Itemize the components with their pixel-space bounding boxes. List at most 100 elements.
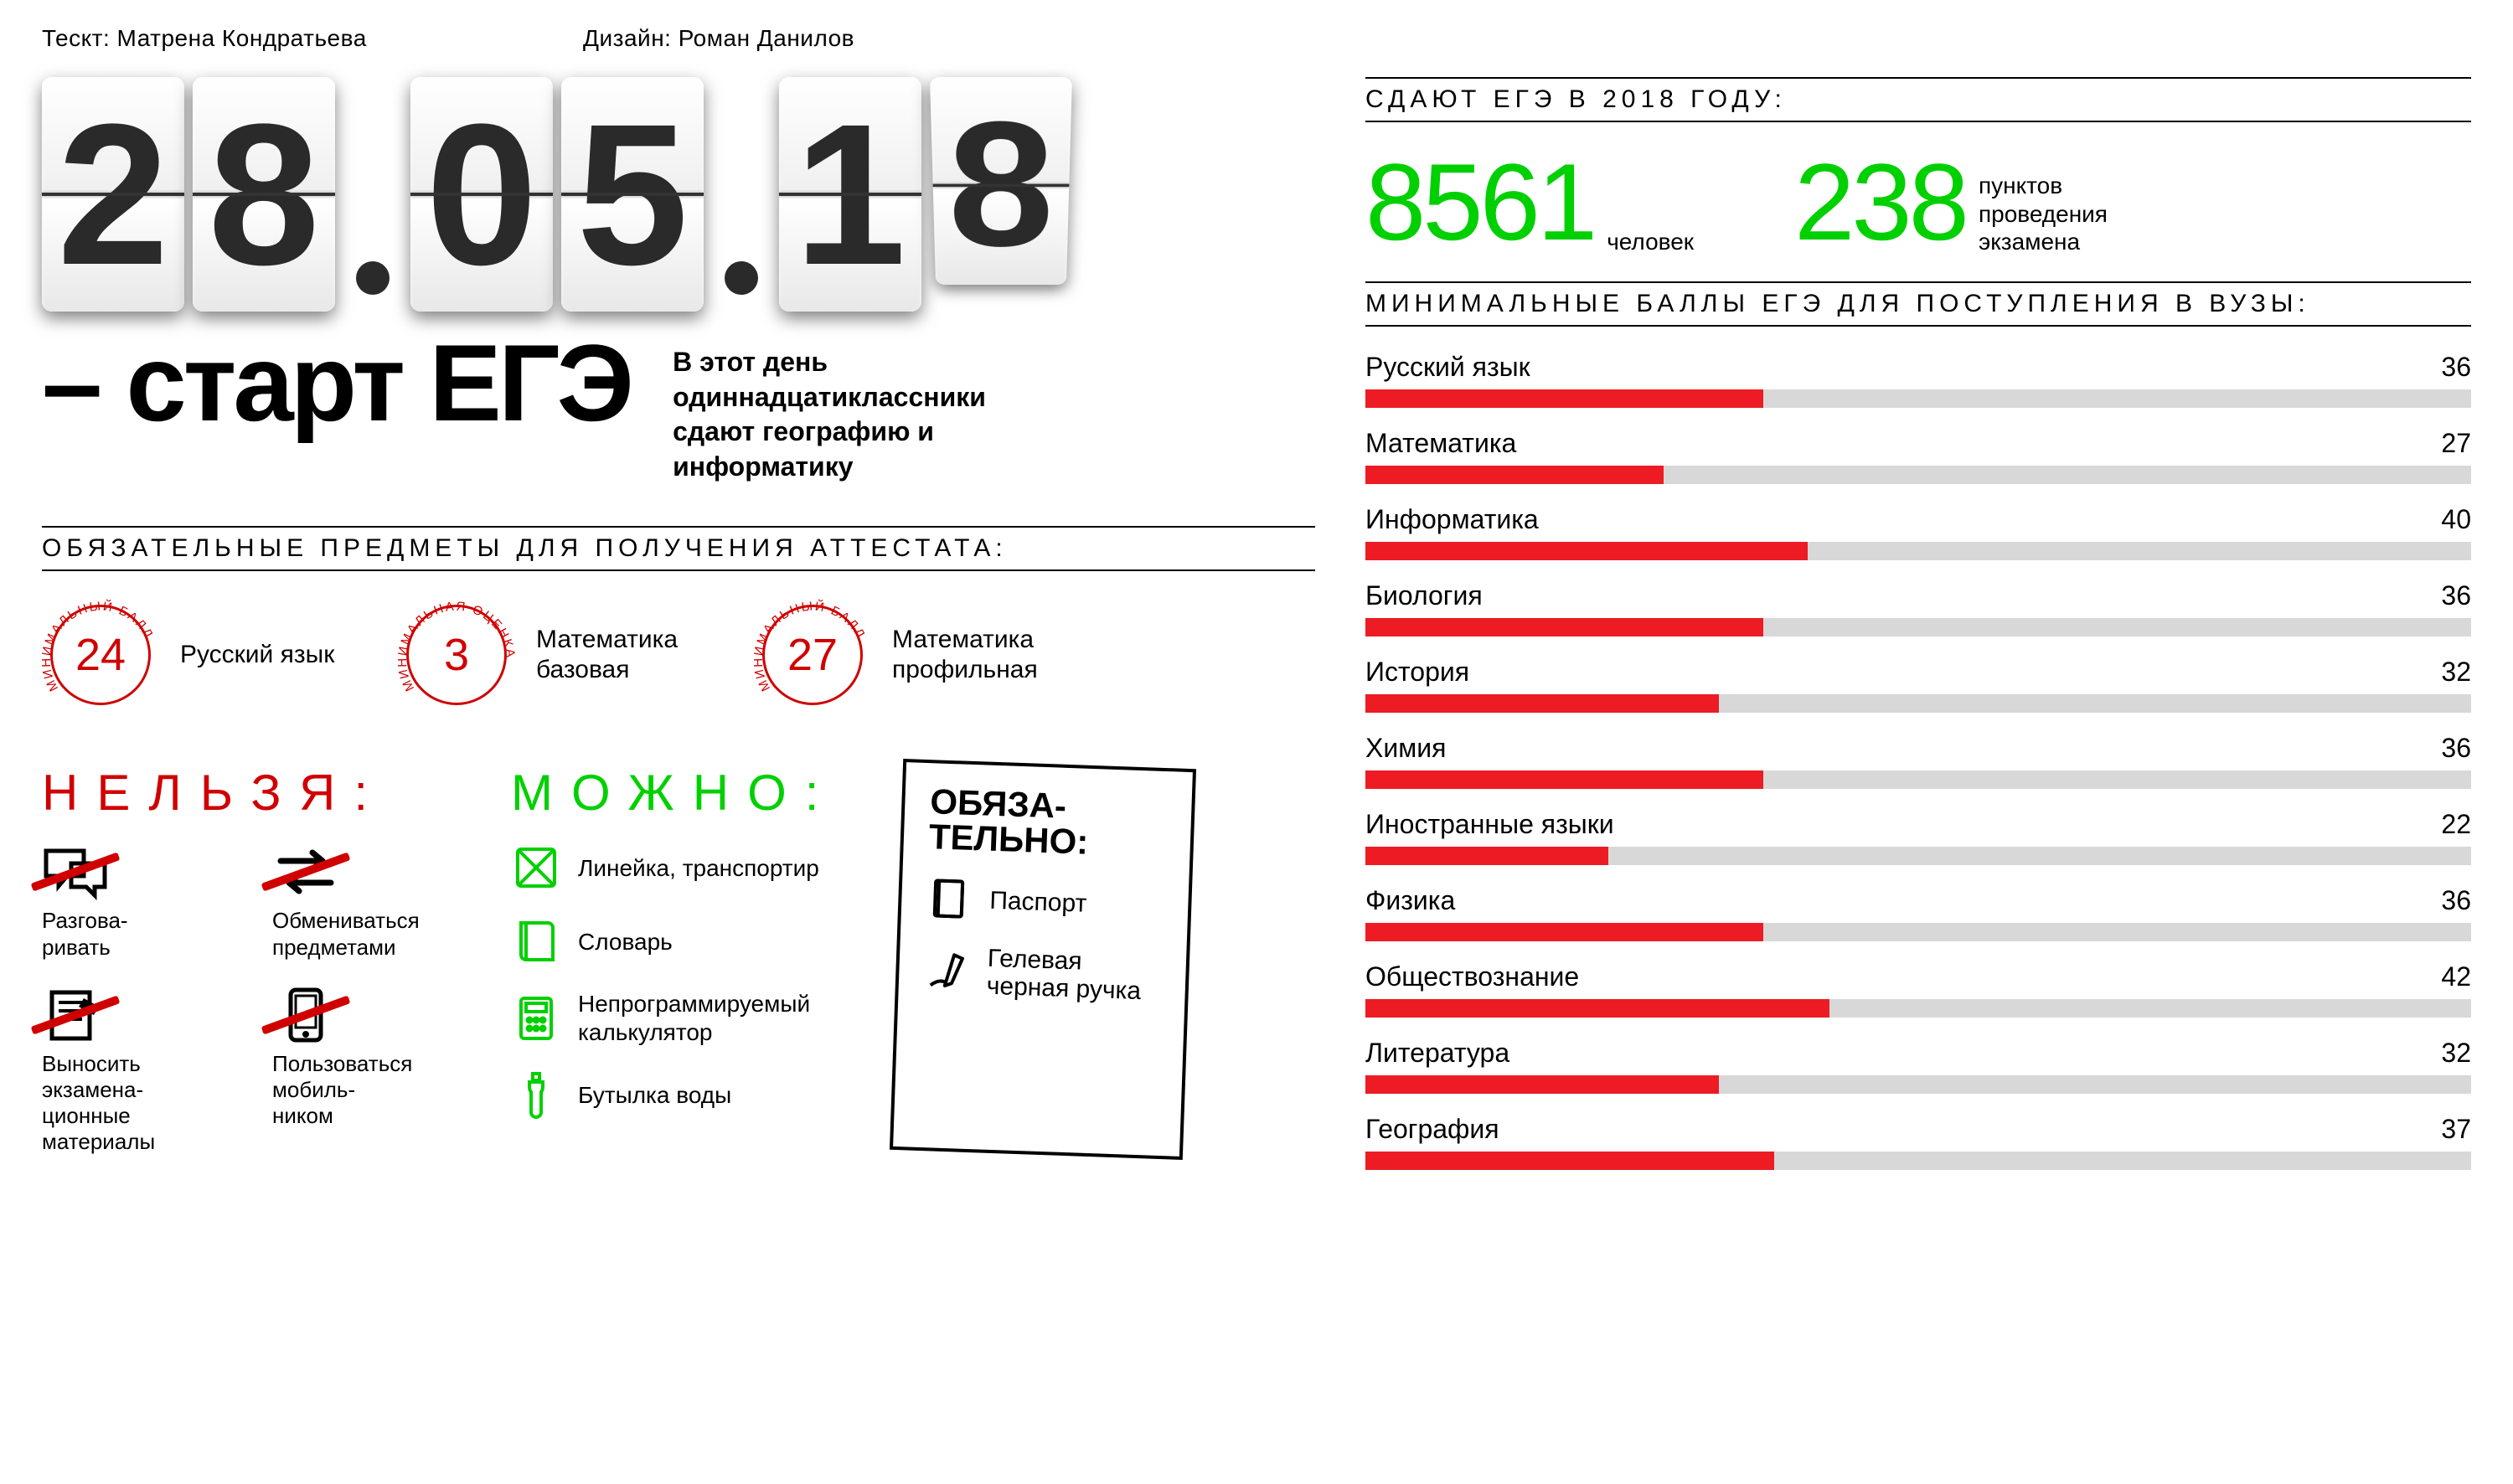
allowed-item: Бутылка воды <box>511 1070 863 1121</box>
score-value: 36 <box>2441 580 2471 611</box>
score-label: Биология <box>1365 580 1483 611</box>
score-bar-track <box>1365 1075 2471 1094</box>
forbidden-item: Обмениваться предметами <box>272 842 473 960</box>
score-label: Литература <box>1365 1038 1509 1069</box>
talk-icon <box>42 842 109 901</box>
score-value: 37 <box>2441 1114 2471 1145</box>
allowed-list: Линейка, транспортир Словарь Непрограмми… <box>511 842 863 1120</box>
stats-header: СДАЮТ ЕГЭ В 2018 ГОДУ: <box>1365 77 2471 122</box>
score-row: Информатика 40 <box>1365 504 2471 560</box>
score-bar-track <box>1365 389 2471 408</box>
mandatory-value: 27 <box>762 605 863 705</box>
forbidden-grid: Разгова-ривать Обмениваться предметами В… <box>42 842 477 1155</box>
stats-row: 8561 человек 238 пунктовпроведенияэкзаме… <box>1365 147 2471 256</box>
score-label: История <box>1365 657 1469 688</box>
mandatory-item: МИНИМАЛЬНЫЙ БАЛЛ 24 Русский язык <box>42 596 348 714</box>
flip-digit: 8 <box>930 77 1072 285</box>
allowed-label: Непрограммируемый калькулятор <box>578 990 863 1046</box>
score-row: Физика 36 <box>1365 885 2471 941</box>
credit-design: Дизайн: Роман Данилов <box>583 25 854 51</box>
bottle-icon <box>511 1070 561 1121</box>
score-label: Русский язык <box>1365 352 1530 383</box>
score-bar-fill <box>1365 999 1829 1018</box>
forbidden-item: Пользоваться мобиль-ником <box>272 986 473 1156</box>
pen-icon <box>924 947 972 995</box>
score-row: Математика 27 <box>1365 428 2471 484</box>
forbidden-item: Разгова-ривать <box>42 842 243 960</box>
forbidden-label: Разгова-ривать <box>42 908 243 960</box>
required-item: Гелевая черная ручка <box>923 942 1161 1006</box>
score-value: 32 <box>2441 657 2471 688</box>
score-label: Информатика <box>1365 504 1539 535</box>
score-row: Биология 36 <box>1365 580 2471 636</box>
score-bar-track <box>1365 770 2471 789</box>
score-bar-fill <box>1365 923 1763 941</box>
mandatory-item: МИНИМАЛЬНАЯ ОЦЕНКА 3 Математика базовая <box>398 596 704 714</box>
mandatory-label: Математика базовая <box>536 625 704 685</box>
score-value: 22 <box>2441 809 2471 840</box>
flip-digit: 1 <box>779 77 921 312</box>
page-subtitle: В этот день одиннадцатиклассники сдают г… <box>673 328 1050 484</box>
allowed-item: Линейка, транспортир <box>511 842 863 893</box>
book-icon <box>511 916 561 966</box>
score-bar-fill <box>1365 1075 1719 1094</box>
mandatory-value: 3 <box>406 605 507 705</box>
allowed-label: Словарь <box>578 928 673 956</box>
forbidden-label: Выносить экзамена-ционные материалы <box>42 1051 243 1156</box>
score-bar-fill <box>1365 770 1763 789</box>
score-label: Обществознание <box>1365 961 1579 992</box>
allowed-label: Бутылка воды <box>578 1081 731 1110</box>
score-bar-track <box>1365 542 2471 560</box>
flip-dot-icon <box>725 261 758 295</box>
score-bar-fill <box>1365 618 1763 636</box>
stat-points-label: пунктовпроведенияэкзамена <box>1979 172 2108 256</box>
forbidden-title: НЕЛЬЗЯ: <box>42 764 477 822</box>
score-bar-track <box>1365 923 2471 941</box>
required-item: Паспорт <box>926 876 1164 930</box>
score-value: 36 <box>2441 352 2471 383</box>
required-label: Паспорт <box>989 887 1087 918</box>
flip-digit: 8 <box>193 77 335 312</box>
mandatory-label: Русский язык <box>180 640 348 670</box>
passport-icon <box>926 876 974 924</box>
score-row: Химия 36 <box>1365 733 2471 789</box>
ruler-icon <box>511 842 561 893</box>
allowed-title: МОЖНО: <box>511 764 863 822</box>
calc-icon <box>511 993 561 1043</box>
score-value: 27 <box>2441 428 2471 459</box>
score-label: Физика <box>1365 885 1455 916</box>
scores-header: МИНИМАЛЬНЫЕ БАЛЛЫ ЕГЭ ДЛЯ ПОСТУПЛЕНИЯ В … <box>1365 281 2471 327</box>
flip-digit: 0 <box>410 77 553 312</box>
mandatory-item: МИНИМАЛЬНЫЙ БАЛЛ 27 Математика профильна… <box>754 596 1060 714</box>
mandatory-value: 24 <box>50 605 151 705</box>
flip-digit: 2 <box>42 77 184 312</box>
score-bar-fill <box>1365 847 1608 865</box>
scores-chart: Русский язык 36 Математика 27 Информатик… <box>1365 352 2471 1170</box>
score-row: История 32 <box>1365 657 2471 713</box>
score-bar-track <box>1365 618 2471 636</box>
required-label: Гелевая черная ручка <box>986 945 1161 1006</box>
flip-digit: 5 <box>561 77 704 312</box>
allowed-label: Линейка, транспортир <box>578 854 819 883</box>
score-row: Русский язык 36 <box>1365 352 2471 408</box>
score-bar-fill <box>1365 389 1763 408</box>
mandatory-subjects: МИНИМАЛЬНЫЙ БАЛЛ 24 Русский язык МИНИМАЛ… <box>42 596 1315 714</box>
required-box: ОБЯЗА-ТЕЛЬНО: Паспорт Гелевая черная руч… <box>890 759 1196 1160</box>
page-title: – старт ЕГЭ <box>42 328 631 437</box>
score-bar-fill <box>1365 1152 1774 1170</box>
exchange-icon <box>272 842 339 901</box>
stat-points-value: 238 <box>1794 147 1966 256</box>
required-title: ОБЯЗА-ТЕЛЬНО: <box>928 785 1167 863</box>
mandatory-label: Математика профильная <box>892 625 1060 685</box>
score-bar-fill <box>1365 466 1664 484</box>
stat-people-label: человек <box>1607 228 1694 256</box>
flip-dot-icon <box>356 261 390 295</box>
score-label: Иностранные языки <box>1365 809 1614 840</box>
score-row: География 37 <box>1365 1114 2471 1170</box>
credit-text: Тескт: Матрена Кондратьева <box>42 25 367 51</box>
forbidden-item: Выносить экзамена-ционные материалы <box>42 986 243 1156</box>
flip-date: 2 8 0 5 1 8 <box>42 77 1315 312</box>
score-value: 36 <box>2441 885 2471 916</box>
score-row: Литература 32 <box>1365 1038 2471 1094</box>
allowed-item: Непрограммируемый калькулятор <box>511 990 863 1046</box>
